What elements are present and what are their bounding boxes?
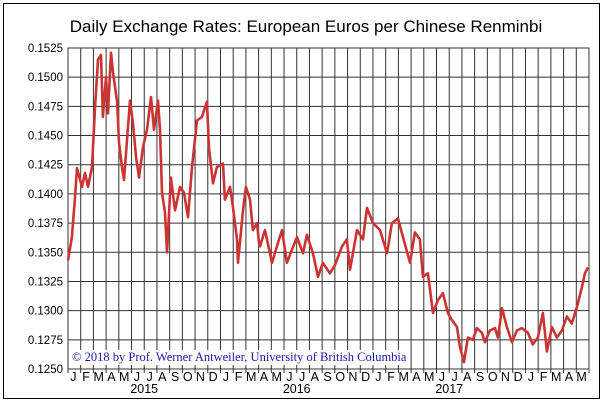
month-label: J [146,370,152,384]
month-label: O [335,370,345,384]
series-line-eur-per-cny [66,51,590,364]
year-label: 2016 [283,382,311,396]
month-label: A [412,370,421,384]
month-label: M [551,370,561,384]
month-label: M [94,370,104,384]
y-tick-label: 0.1375 [28,218,63,230]
month-label: F [82,370,90,384]
y-tick-label: 0.1300 [28,306,63,318]
month-label: A [260,370,269,384]
month-label: J [375,370,381,384]
month-label: S [171,370,179,384]
month-label: D [514,370,523,384]
y-tick-label: 0.1525 [28,43,63,55]
month-label: J [70,370,76,384]
month-label: J [223,370,229,384]
y-tick-label: 0.1475 [28,101,63,113]
month-label: O [488,370,498,384]
y-tick-label: 0.1275 [28,335,63,347]
plot-border [67,47,590,370]
month-label: A [158,370,167,384]
month-label: M [271,370,281,384]
month-label: O [183,370,193,384]
y-tick-label: 0.1500 [28,72,63,84]
month-label: M [576,370,586,384]
month-label: A [311,370,320,384]
month-label: M [399,370,409,384]
month-label: S [476,370,484,384]
y-tick-label: 0.1250 [28,364,63,376]
month-label: J [134,370,140,384]
copyright-notice: © 2018 by Prof. Werner Antweiler, Univer… [70,350,409,365]
y-tick-label: 0.1450 [28,131,63,143]
month-label: D [209,370,218,384]
month-label: M [424,370,434,384]
month-label: J [299,370,305,384]
y-tick-label: 0.1325 [28,276,63,288]
month-label: A [463,370,472,384]
month-label: J [528,370,534,384]
month-label: N [196,370,205,384]
month-label: J [286,370,292,384]
month-label: F [540,370,548,384]
month-label: N [501,370,510,384]
month-label: A [565,370,574,384]
chart-title: Daily Exchange Rates: European Euros per… [69,17,543,36]
month-label: M [246,370,256,384]
y-tick-label: 0.1425 [28,160,63,172]
chart-frame [3,3,600,399]
month-label: N [348,370,357,384]
month-label: F [387,370,395,384]
y-tick-label: 0.1350 [28,247,63,259]
year-label: 2017 [435,382,463,396]
month-label: M [119,370,129,384]
month-label: J [439,370,445,384]
month-label: F [235,370,243,384]
month-label: D [361,370,370,384]
month-label: S [323,370,331,384]
year-label: 2015 [130,382,158,396]
month-label: A [107,370,116,384]
month-label: J [451,370,457,384]
y-tick-label: 0.1400 [28,189,63,201]
